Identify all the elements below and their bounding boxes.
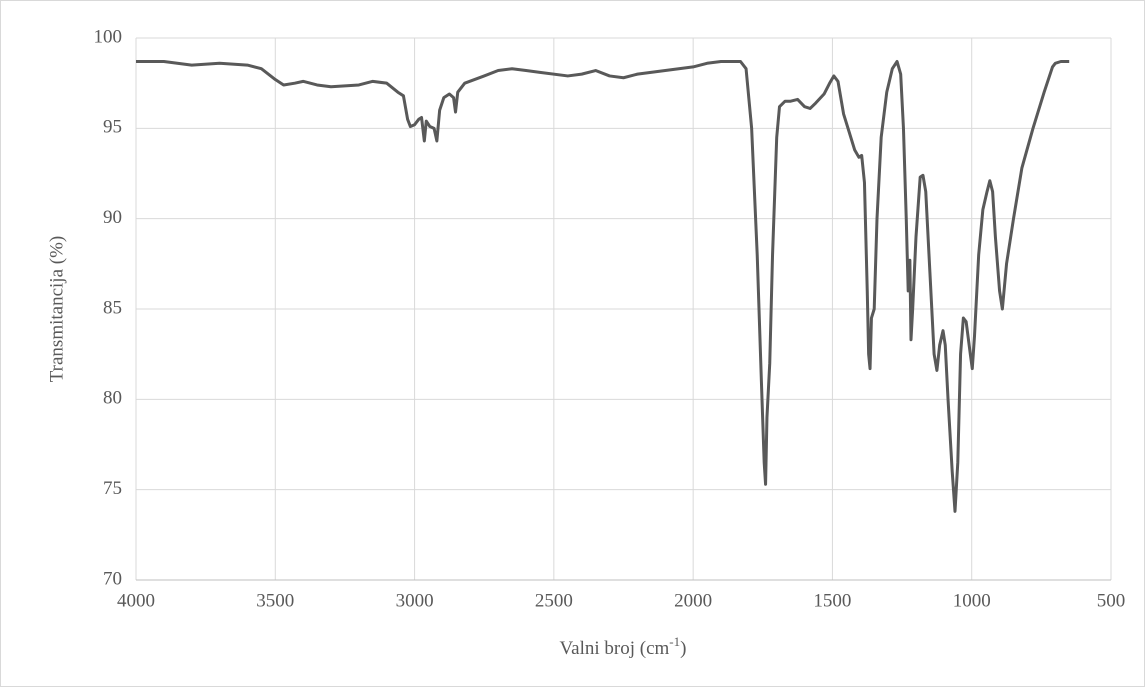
y-tick-label: 85 <box>103 297 122 318</box>
y-tick-label: 100 <box>94 26 123 47</box>
x-tick-label: 2500 <box>535 590 573 611</box>
y-axis-label: Transmitancija (%) <box>46 236 67 383</box>
y-tick-label: 70 <box>103 568 122 589</box>
x-tick-label: 1500 <box>813 590 851 611</box>
x-tick-label: 500 <box>1097 590 1126 611</box>
y-tick-label: 75 <box>103 478 122 499</box>
x-tick-label: 2000 <box>674 590 712 611</box>
x-tick-label: 4000 <box>117 590 155 611</box>
x-axis-label-text: Valni broj (cm <box>560 638 670 659</box>
x-axis-label-suffix: ) <box>680 638 686 659</box>
y-tick-label: 80 <box>103 388 122 409</box>
x-tick-label: 3000 <box>396 590 434 611</box>
spectrum-line <box>136 59 1070 513</box>
x-axis-label: Valni broj (cm-1) <box>560 634 687 659</box>
y-tick-label: 90 <box>103 207 122 228</box>
x-axis-label-superscript: -1 <box>669 634 680 649</box>
y-tick-label: 95 <box>103 117 122 138</box>
x-tick-label: 1000 <box>953 590 991 611</box>
x-tick-label: 3500 <box>256 590 294 611</box>
